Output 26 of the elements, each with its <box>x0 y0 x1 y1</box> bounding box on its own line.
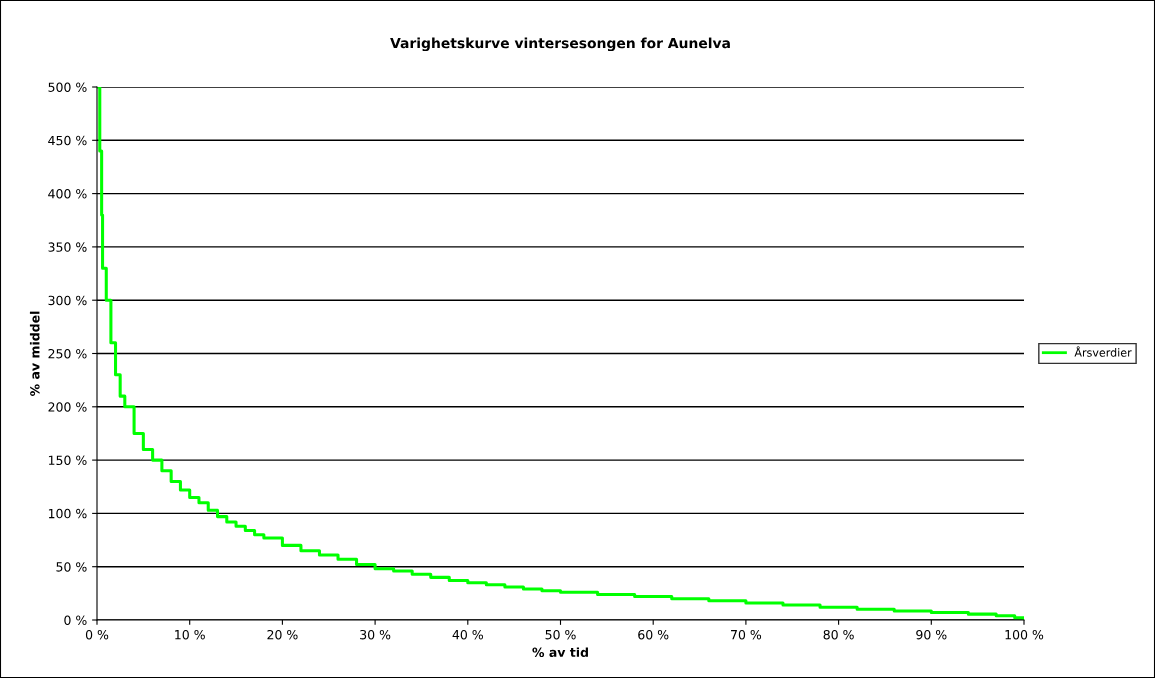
y-axis-title: % av middel <box>29 311 40 396</box>
y-tick-label: 450 % <box>48 135 87 146</box>
x-tick-label: 30 % <box>360 629 391 640</box>
x-tick-label: 60 % <box>638 629 669 640</box>
y-tick-label: 0 % <box>64 615 87 625</box>
x-tick-label: 80 % <box>823 629 854 640</box>
y-tick-label: 100 % <box>48 508 87 519</box>
x-tick-label: 10 % <box>175 629 205 640</box>
x-tick-label: 90 % <box>916 629 947 640</box>
y-tick-label: 200 % <box>48 402 87 412</box>
x-tick-label: 0 % <box>85 629 109 640</box>
x-tick-label: 70 % <box>731 629 762 640</box>
x-axis-title: % av tid <box>532 647 588 658</box>
x-tick-label: 100 % <box>1005 629 1044 640</box>
y-tick-label: 500 % <box>48 82 87 92</box>
legend-label: Årsverdier <box>1074 346 1132 357</box>
y-tick-label: 150 % <box>48 455 87 466</box>
y-tick-label: 350 % <box>48 242 87 252</box>
y-tick-label: 400 % <box>48 189 87 199</box>
y-tick-label: 250 % <box>48 348 87 359</box>
x-tick-label: 50 % <box>545 629 576 640</box>
y-tick-label: 300 % <box>48 295 87 306</box>
chart-title: Varighetskurve vintersesongen for Aunelva <box>390 37 730 52</box>
x-tick-label: 40 % <box>452 629 483 640</box>
y-tick-label: 50 % <box>56 562 87 572</box>
x-tick-label: 20 % <box>267 629 298 640</box>
